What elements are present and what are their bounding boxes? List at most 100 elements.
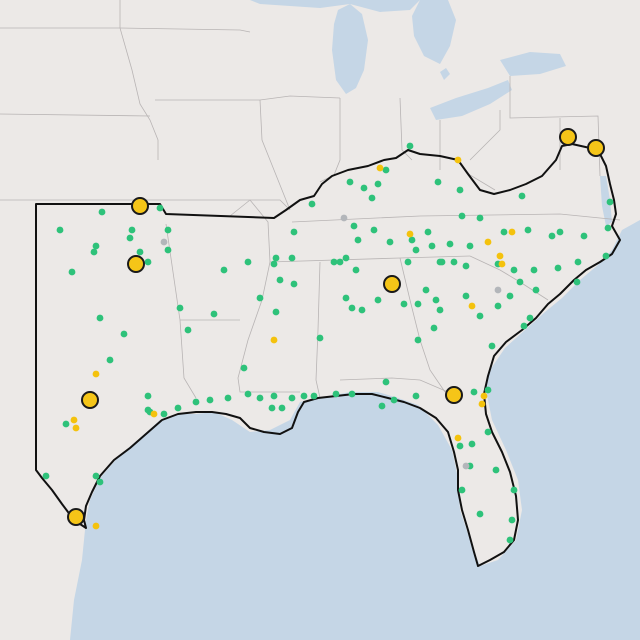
marker-texas-south[interactable]	[67, 508, 85, 526]
location-dot-green[interactable]	[556, 228, 564, 236]
location-dot-green[interactable]	[288, 254, 296, 262]
location-dot-green[interactable]	[374, 296, 382, 304]
location-dot-green[interactable]	[310, 392, 318, 400]
location-dot-green[interactable]	[484, 428, 492, 436]
location-dot-green[interactable]	[506, 292, 514, 300]
location-dot-green[interactable]	[412, 246, 420, 254]
location-dot-green[interactable]	[144, 406, 152, 414]
location-dot-green[interactable]	[532, 286, 540, 294]
location-dot-green[interactable]	[92, 472, 100, 480]
location-dot-green[interactable]	[382, 166, 390, 174]
location-dot-green[interactable]	[604, 224, 612, 232]
location-dot-green[interactable]	[244, 390, 252, 398]
location-dot-yellow[interactable]	[406, 230, 414, 238]
location-dot-green[interactable]	[462, 262, 470, 270]
location-dot-green[interactable]	[308, 200, 316, 208]
location-dot-gray[interactable]	[462, 462, 470, 470]
location-dot-green[interactable]	[520, 322, 528, 330]
location-dot-green[interactable]	[358, 306, 366, 314]
location-dot-green[interactable]	[176, 304, 184, 312]
location-dot-green[interactable]	[506, 536, 514, 544]
location-dot-green[interactable]	[92, 242, 100, 250]
location-dot-green[interactable]	[240, 364, 248, 372]
location-dot-green[interactable]	[270, 392, 278, 400]
location-dot-green[interactable]	[500, 228, 508, 236]
location-dot-green[interactable]	[458, 486, 466, 494]
location-dot-green[interactable]	[164, 226, 172, 234]
location-dot-green[interactable]	[184, 326, 192, 334]
location-dot-green[interactable]	[174, 404, 182, 412]
location-dot-green[interactable]	[368, 194, 376, 202]
location-dot-yellow[interactable]	[454, 156, 462, 164]
location-dot-green[interactable]	[510, 266, 518, 274]
location-dot-green[interactable]	[144, 258, 152, 266]
location-dot-green[interactable]	[462, 292, 470, 300]
location-dot-green[interactable]	[422, 286, 430, 294]
location-dot-green[interactable]	[488, 342, 496, 350]
location-dot-green[interactable]	[492, 466, 500, 474]
location-dot-green[interactable]	[98, 208, 106, 216]
location-dot-green[interactable]	[90, 248, 98, 256]
location-dot-green[interactable]	[382, 378, 390, 386]
location-dot-green[interactable]	[580, 232, 588, 240]
location-dot-green[interactable]	[126, 234, 134, 242]
location-dot-green[interactable]	[432, 296, 440, 304]
location-dot-green[interactable]	[360, 184, 368, 192]
location-dot-green[interactable]	[278, 404, 286, 412]
location-dot-green[interactable]	[573, 278, 581, 286]
location-dot-green[interactable]	[424, 228, 432, 236]
location-dot-green[interactable]	[404, 258, 412, 266]
location-dot-green[interactable]	[458, 212, 466, 220]
location-dot-green[interactable]	[524, 226, 532, 234]
location-dot-yellow[interactable]	[376, 164, 384, 172]
location-dot-green[interactable]	[370, 226, 378, 234]
location-dot-yellow[interactable]	[72, 424, 80, 432]
location-dot-green[interactable]	[276, 276, 284, 284]
location-dot-green[interactable]	[354, 236, 362, 244]
location-dot-green[interactable]	[316, 334, 324, 342]
location-dot-green[interactable]	[450, 258, 458, 266]
location-dot-green[interactable]	[290, 280, 298, 288]
location-dot-green[interactable]	[554, 264, 562, 272]
location-dot-yellow[interactable]	[496, 252, 504, 260]
location-dot-green[interactable]	[414, 300, 422, 308]
location-dot-green[interactable]	[390, 396, 398, 404]
location-dot-green[interactable]	[206, 396, 214, 404]
location-dot-green[interactable]	[436, 306, 444, 314]
location-dot-green[interactable]	[476, 510, 484, 518]
location-dot-green[interactable]	[456, 442, 464, 450]
location-dot-green[interactable]	[508, 516, 516, 524]
location-dot-green[interactable]	[144, 392, 152, 400]
location-dot-green[interactable]	[348, 390, 356, 398]
location-dot-green[interactable]	[62, 420, 70, 428]
location-dot-green[interactable]	[456, 186, 464, 194]
location-dot-green[interactable]	[156, 204, 164, 212]
location-dot-green[interactable]	[220, 266, 228, 274]
location-dot-green[interactable]	[438, 258, 446, 266]
location-dot-green[interactable]	[400, 300, 408, 308]
location-dot-green[interactable]	[476, 214, 484, 222]
location-dot-yellow[interactable]	[70, 416, 78, 424]
location-dot-green[interactable]	[574, 258, 582, 266]
location-dot-green[interactable]	[468, 440, 476, 448]
location-dot-green[interactable]	[530, 266, 538, 274]
location-dot-green[interactable]	[256, 294, 264, 302]
location-dot-green[interactable]	[470, 388, 478, 396]
marker-florida-north[interactable]	[445, 386, 463, 404]
location-dot-green[interactable]	[68, 268, 76, 276]
marker-oklahoma-central[interactable]	[127, 255, 145, 273]
location-dot-green[interactable]	[192, 398, 200, 406]
location-dot-green[interactable]	[288, 394, 296, 402]
location-dot-green[interactable]	[516, 278, 524, 286]
location-dot-green[interactable]	[342, 254, 350, 262]
location-dot-green[interactable]	[96, 478, 104, 486]
location-dot-gray[interactable]	[160, 238, 168, 246]
location-dot-green[interactable]	[120, 330, 128, 338]
marker-georgia-west[interactable]	[383, 275, 401, 293]
location-dot-green[interactable]	[210, 310, 218, 318]
marker-new-jersey[interactable]	[587, 139, 605, 157]
location-dot-green[interactable]	[336, 258, 344, 266]
location-dot-green[interactable]	[300, 392, 308, 400]
